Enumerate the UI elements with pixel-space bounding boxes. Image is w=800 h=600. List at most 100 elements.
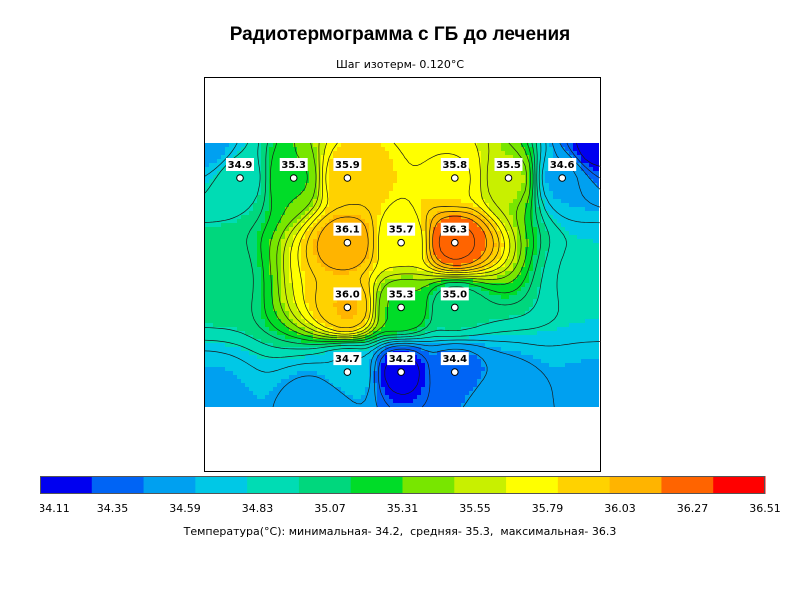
heat-cell	[529, 231, 534, 236]
heat-cell	[341, 243, 346, 248]
heat-cell	[497, 171, 502, 176]
heat-cell	[301, 151, 306, 156]
heat-cell	[281, 279, 286, 284]
heat-cell	[393, 331, 398, 336]
heat-cell	[269, 303, 274, 308]
heat-cell	[569, 227, 574, 232]
heat-cell	[309, 283, 314, 288]
heat-cell	[553, 199, 558, 204]
heat-cell	[293, 283, 298, 288]
heat-cell	[409, 315, 414, 320]
heat-cell	[405, 167, 410, 172]
heat-cell	[301, 187, 306, 192]
heat-cell	[241, 319, 246, 324]
heat-cell	[381, 291, 386, 296]
heat-cell	[489, 147, 494, 152]
heat-cell	[573, 279, 578, 284]
heat-cell	[409, 179, 414, 184]
heat-cell	[489, 175, 494, 180]
heat-cell	[245, 179, 250, 184]
heat-cell	[573, 271, 578, 276]
heat-cell	[205, 323, 210, 328]
heat-cell	[521, 303, 526, 308]
heat-cell	[405, 187, 410, 192]
heat-cell	[221, 263, 226, 268]
heat-cell	[589, 163, 594, 168]
heat-cell	[361, 311, 366, 316]
heat-cell	[397, 207, 402, 212]
heat-cell	[365, 171, 370, 176]
heat-cell	[209, 171, 214, 176]
heat-cell	[529, 263, 534, 268]
heat-cell	[469, 199, 474, 204]
heat-cell	[397, 187, 402, 192]
heat-cell	[241, 295, 246, 300]
heat-cell	[313, 211, 318, 216]
heat-cell	[577, 291, 582, 296]
heat-cell	[305, 143, 310, 148]
heat-cell	[353, 207, 358, 212]
heat-cell	[581, 331, 586, 336]
heat-cell	[513, 211, 518, 216]
heat-cell	[357, 299, 362, 304]
heat-cell	[393, 239, 398, 244]
heat-cell	[533, 299, 538, 304]
heat-cell	[497, 291, 502, 296]
heat-cell	[245, 343, 250, 348]
heat-cell	[449, 279, 454, 284]
heat-cell	[573, 315, 578, 320]
heat-cell	[509, 251, 514, 256]
heat-cell	[437, 315, 442, 320]
heat-cell	[421, 243, 426, 248]
heat-cell	[433, 311, 438, 316]
heat-cell	[589, 223, 594, 228]
heat-cell	[525, 323, 530, 328]
heat-cell	[313, 151, 318, 156]
heat-cell	[597, 279, 599, 284]
heat-cell	[229, 239, 234, 244]
heat-cell	[545, 247, 550, 252]
heat-cell	[401, 183, 406, 188]
heat-cell	[341, 315, 346, 320]
heat-cell	[449, 215, 454, 220]
heat-cell	[573, 303, 578, 308]
heat-cell	[369, 227, 374, 232]
heat-cell	[437, 319, 442, 324]
heat-cell	[241, 251, 246, 256]
heat-cell	[533, 211, 538, 216]
heat-cell	[545, 339, 550, 344]
heat-cell	[233, 251, 238, 256]
heat-cell	[449, 207, 454, 212]
heat-cell	[277, 151, 282, 156]
heat-cell	[561, 331, 566, 336]
heat-cell	[233, 143, 238, 148]
heat-cell	[377, 143, 382, 148]
heat-cell	[217, 183, 222, 188]
heat-cell	[221, 191, 226, 196]
heat-cell	[553, 155, 558, 160]
heat-cell	[433, 283, 438, 288]
heat-cell	[393, 243, 398, 248]
heat-cell	[277, 159, 282, 164]
heat-cell	[557, 199, 562, 204]
heat-cell	[513, 275, 518, 280]
heat-cell	[237, 263, 242, 268]
heat-cell	[373, 275, 378, 280]
heat-cell	[433, 335, 438, 340]
heat-cell	[537, 279, 542, 284]
heat-cell	[561, 183, 566, 188]
heat-cell	[485, 311, 490, 316]
heat-cell	[385, 331, 390, 336]
heat-cell	[269, 159, 274, 164]
heat-cell	[569, 303, 574, 308]
heat-cell	[421, 247, 426, 252]
heat-cell	[337, 235, 342, 240]
heat-cell	[537, 191, 542, 196]
heat-cell	[405, 219, 410, 224]
heat-cell	[521, 211, 526, 216]
heat-cell	[517, 283, 522, 288]
heat-cell	[549, 303, 554, 308]
heat-cell	[561, 271, 566, 276]
heat-cell	[441, 211, 446, 216]
heat-cell	[209, 283, 214, 288]
